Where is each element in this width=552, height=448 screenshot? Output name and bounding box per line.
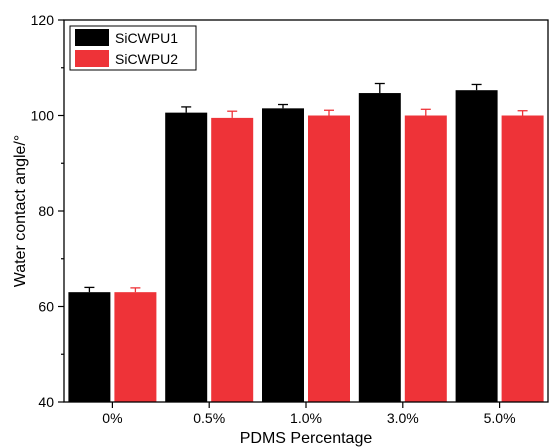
- x-tick-label: 5.0%: [484, 410, 516, 426]
- bar-sicwpu2-4: [501, 115, 544, 402]
- y-tick-label: 40: [38, 394, 54, 410]
- y-tick-label: 120: [31, 12, 55, 28]
- bar-group: [68, 90, 544, 403]
- x-tick-label: 1.0%: [290, 410, 322, 426]
- bar-sicwpu2-0: [114, 292, 157, 402]
- x-tick-label: 3.0%: [387, 410, 419, 426]
- error-bar-group: [84, 82, 528, 293]
- legend-label-sicwpu2: SiCWPU2: [115, 51, 178, 67]
- legend-swatch-sicwpu2: [75, 50, 109, 67]
- x-axis-title: PDMS Percentage: [240, 430, 373, 447]
- x-tick-label: 0.5%: [193, 410, 225, 426]
- bar-sicwpu2-1: [211, 117, 254, 402]
- x-tick-label: 0%: [102, 410, 122, 426]
- y-tick-label: 60: [38, 299, 54, 315]
- bar-sicwpu1-4: [455, 90, 498, 402]
- x-axis: 0% 0.5% 1.0% 3.0% 5.0%: [102, 402, 516, 426]
- legend: SiCWPU1 SiCWPU2: [69, 25, 197, 71]
- bar-sicwpu1-1: [165, 112, 208, 402]
- y-tick-label: 100: [31, 108, 55, 124]
- bar-sicwpu2-3: [404, 115, 447, 402]
- bar-sicwpu1-2: [262, 108, 304, 403]
- y-axis-title: Water contact angle/°: [12, 135, 29, 288]
- y-tick-label: 80: [38, 203, 54, 219]
- legend-label-sicwpu1: SiCWPU1: [115, 30, 178, 46]
- legend-swatch-sicwpu1: [75, 29, 109, 46]
- bar-sicwpu2-2: [308, 115, 350, 402]
- bar-sicwpu1-0: [68, 292, 111, 402]
- bar-sicwpu1-3: [358, 93, 401, 403]
- y-axis: 40 60 80 100 120: [31, 12, 64, 410]
